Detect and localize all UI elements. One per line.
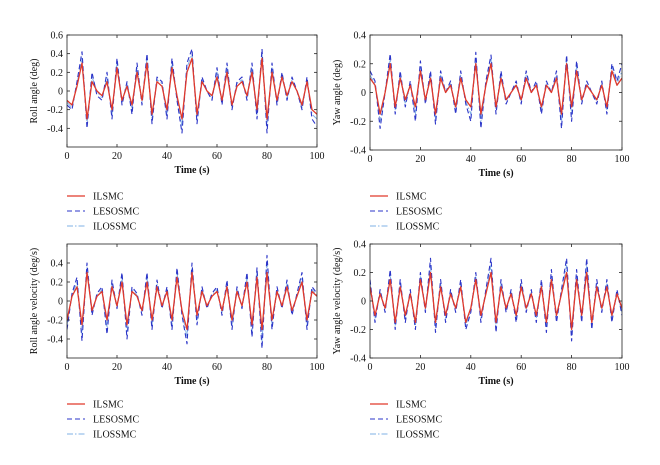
x-tick-label: 40 [466, 362, 476, 373]
x-tick-label: 60 [212, 362, 222, 373]
legend: ILSMC LESOSMC ILOSSMC [67, 400, 139, 441]
y-tick-label: 0.2 [354, 59, 367, 70]
x-axis-label: Time (s) [478, 376, 513, 387]
x-axis-label: Time (s) [478, 168, 513, 179]
y-axis-label: Yaw angle velocity (deg/s) [332, 247, 343, 354]
chart-panel-2: 0 20 40 60 80 100 -0.4 -0.2 0 0.2 0.4 Time (s) Yaw a… [332, 31, 630, 233]
legend-label-ilsmc: ILSMC [396, 192, 427, 203]
legend: ILSMC LESOSMC ILOSSMC [370, 192, 442, 233]
x-tick-label: 0 [65, 151, 70, 162]
x-tick-label: 0 [368, 362, 373, 373]
x-tick-label: 40 [162, 151, 172, 162]
y-tick-label: -0.2 [47, 316, 63, 327]
x-tick-label: 0 [65, 362, 70, 373]
y-axis-label: Yaw angle (deg) [332, 60, 343, 126]
x-tick-label: 20 [415, 154, 425, 165]
chart-panel-4: 0 20 40 60 80 100 -0.4 -0.2 0 0.2 0.4 Time (s) Yaw a… [332, 240, 630, 441]
series-line-lesosmc [370, 51, 622, 129]
y-tick-label: 0.4 [51, 259, 64, 270]
x-tick-label: 100 [615, 362, 630, 373]
legend-label-ilsmc: ILSMC [93, 400, 124, 411]
x-tick-label: 80 [567, 362, 577, 373]
legend-label-ilossmc: ILOSSMC [396, 222, 440, 233]
x-tick-label: 100 [615, 154, 630, 165]
y-tick-label: 0.2 [354, 268, 367, 279]
legend-label-ilossmc: ILOSSMC [93, 222, 137, 233]
legend-label-lesosmc: LESOSMC [396, 207, 442, 218]
legend: ILSMC LESOSMC ILOSSMC [67, 192, 139, 233]
y-tick-label: 0.4 [354, 31, 367, 42]
series-line-lesosmc [67, 254, 317, 350]
y-axis-label: Roll angle velocity (deg/s) [29, 248, 40, 354]
series-line-ilsmc [67, 57, 317, 120]
y-tick-label: -0.4 [350, 146, 366, 157]
x-tick-label: 40 [162, 362, 172, 373]
y-tick-label: 0 [58, 87, 63, 98]
y-tick-label: 0.6 [51, 31, 64, 42]
x-tick-label: 40 [466, 154, 476, 165]
y-tick-label: 0 [361, 88, 366, 99]
series-line-ilsmc [67, 271, 317, 331]
legend-label-ilossmc: ILOSSMC [396, 430, 440, 441]
chart-panel-1: 0 20 40 60 80 100 -0.4 -0.2 0 0.2 0.4 0.6 Time (s) Ro… [29, 31, 325, 233]
series-line-lesosmc [370, 257, 622, 342]
chart-panel-3: 0 20 40 60 80 100 -0.4 -0.2 0 0.2 0.4 Time (s) Roll … [29, 243, 325, 441]
x-tick-label: 60 [516, 362, 526, 373]
legend-label-lesosmc: LESOSMC [396, 415, 442, 426]
x-tick-label: 100 [310, 151, 325, 162]
y-tick-label: 0.2 [51, 278, 64, 289]
x-tick-label: 100 [310, 362, 325, 373]
legend-label-ilsmc: ILSMC [396, 400, 427, 411]
y-tick-label: -0.4 [47, 335, 63, 346]
x-tick-label: 20 [112, 151, 122, 162]
legend-label-lesosmc: LESOSMC [93, 207, 139, 218]
x-tick-label: 20 [112, 362, 122, 373]
y-tick-label: -0.2 [47, 105, 63, 116]
y-tick-label: -0.2 [350, 325, 366, 336]
x-tick-label: 60 [212, 151, 222, 162]
series-line-ilossmc [370, 264, 622, 336]
x-tick-label: 80 [262, 362, 272, 373]
series-line-ilsmc [370, 271, 622, 331]
y-tick-label: -0.4 [350, 354, 366, 365]
x-tick-label: 80 [262, 151, 272, 162]
y-tick-label: 0 [58, 297, 63, 308]
legend-label-lesosmc: LESOSMC [93, 415, 139, 426]
x-tick-label: 0 [368, 154, 373, 165]
y-tick-label: -0.4 [47, 124, 63, 135]
x-axis-label: Time (s) [174, 376, 209, 387]
x-axis-label: Time (s) [174, 165, 209, 176]
y-tick-label: 0.4 [354, 240, 367, 251]
y-tick-label: 0 [361, 297, 366, 308]
x-tick-label: 20 [415, 362, 425, 373]
legend-label-ilsmc: ILSMC [93, 192, 124, 203]
plot-frame [66, 243, 318, 359]
plot-frame [369, 243, 623, 359]
series-line-ilsmc [370, 63, 622, 115]
y-axis-label: Roll angle (deg) [29, 59, 40, 124]
y-tick-label: 0.2 [51, 68, 64, 79]
y-tick-label: 0.4 [51, 49, 64, 60]
legend: ILSMC LESOSMC ILOSSMC [370, 400, 442, 441]
y-tick-label: -0.2 [350, 117, 366, 128]
x-tick-label: 60 [516, 154, 526, 165]
legend-label-ilossmc: ILOSSMC [93, 430, 137, 441]
x-tick-label: 80 [567, 154, 577, 165]
